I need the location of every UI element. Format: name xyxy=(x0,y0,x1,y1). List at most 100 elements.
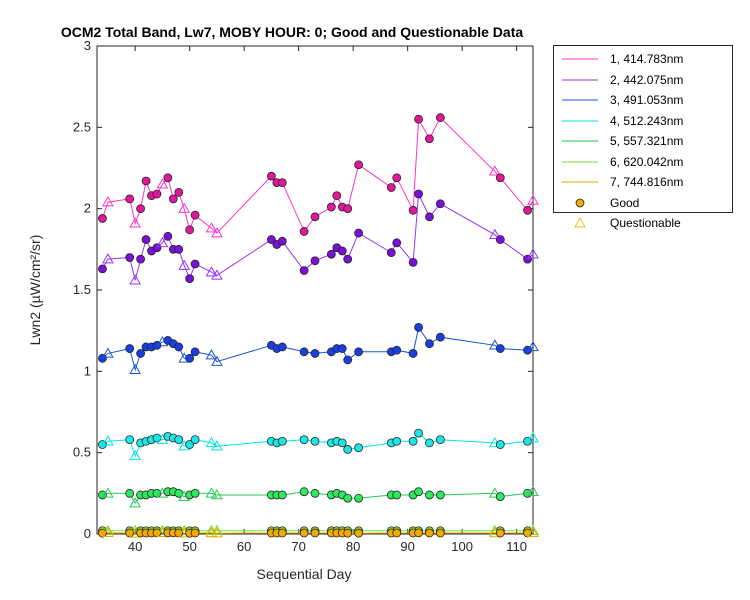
data-point-good xyxy=(337,344,347,353)
data-point-good xyxy=(414,428,423,438)
legend-entry: 4, 512.243nm xyxy=(554,112,732,130)
legend-swatch xyxy=(562,140,598,142)
data-point-good xyxy=(152,243,162,253)
data-point-good xyxy=(354,443,364,453)
data-point-good xyxy=(523,528,532,538)
y-tick-label: 1 xyxy=(84,363,91,378)
y-tick-label: 2.5 xyxy=(73,119,91,134)
data-point-good xyxy=(435,199,445,209)
data-point-questionable xyxy=(527,432,539,443)
legend-label: Good xyxy=(610,195,640,210)
y-tick-label: 2 xyxy=(84,201,91,216)
legend-label: 4, 512.243nm xyxy=(610,113,684,128)
series-7 xyxy=(98,526,539,538)
data-point-good xyxy=(523,205,532,215)
legend-swatch xyxy=(562,58,598,60)
data-point-questionable xyxy=(527,340,539,352)
data-point-questionable xyxy=(102,487,114,498)
data-point-questionable xyxy=(488,165,501,176)
series-2 xyxy=(98,189,539,285)
data-point-good xyxy=(277,490,287,500)
x-tick-label: 110 xyxy=(506,539,527,554)
legend-entry: 1, 414.783nm xyxy=(554,50,732,68)
x-tick-label: 80 xyxy=(346,539,360,554)
legend-entry: 2, 442.075nm xyxy=(554,71,732,89)
data-point-good xyxy=(326,249,336,259)
data-point-good xyxy=(414,487,423,497)
data-point-questionable xyxy=(102,435,114,446)
data-point-questionable xyxy=(527,194,539,205)
x-tick-label: 100 xyxy=(451,539,473,554)
series-3 xyxy=(98,323,539,374)
data-point-good xyxy=(392,345,402,355)
y-tick-label: 0 xyxy=(84,526,91,541)
data-point-good xyxy=(136,254,146,264)
data-point-good xyxy=(98,264,107,274)
data-point-questionable xyxy=(205,436,218,448)
data-point-questionable xyxy=(102,347,114,358)
series-1 xyxy=(98,113,539,238)
data-point-good xyxy=(414,114,423,124)
data-point-questionable xyxy=(156,178,169,189)
data-point-good xyxy=(125,344,135,353)
data-point-questionable xyxy=(102,526,114,537)
data-point-good xyxy=(435,332,445,342)
data-point-good xyxy=(125,253,135,262)
data-point-questionable xyxy=(205,349,218,360)
data-point-good xyxy=(523,254,532,264)
data-point-good xyxy=(408,349,418,358)
legend-label: 6, 620.042nm xyxy=(610,154,684,169)
y-tick-label: 0.5 xyxy=(73,445,91,460)
data-point-good xyxy=(332,191,342,201)
data-point-good xyxy=(299,266,309,275)
data-point-good xyxy=(343,445,353,454)
data-point-questionable xyxy=(205,266,218,277)
data-point-good xyxy=(190,210,200,220)
data-point-good xyxy=(277,236,287,246)
data-point-good xyxy=(414,189,423,199)
data-point-good xyxy=(163,173,173,183)
data-point-good xyxy=(310,256,320,266)
data-point-questionable xyxy=(102,253,114,264)
series-4 xyxy=(98,428,539,461)
data-point-good xyxy=(425,438,434,448)
data-point-good xyxy=(386,183,396,192)
data-point-good xyxy=(326,202,336,212)
x-tick-label: 90 xyxy=(400,539,414,554)
chart-title: OCM2 Total Band, Lw7, MOBY HOUR: 0; Good… xyxy=(61,24,524,40)
data-point-good xyxy=(168,194,178,204)
data-point-good xyxy=(310,528,320,538)
data-point-good xyxy=(141,176,151,186)
data-point-good xyxy=(152,433,162,443)
x-tick-label: 40 xyxy=(128,539,142,554)
data-point-good xyxy=(435,113,445,122)
legend-label: 3, 491.053nm xyxy=(610,93,684,107)
data-point-good xyxy=(190,488,200,498)
data-point-good xyxy=(299,528,309,538)
legend-entry: Questionable xyxy=(554,214,732,232)
data-point-good xyxy=(277,528,287,538)
legend-entry: Good xyxy=(554,194,732,212)
legend-entry: 6, 620.042nm xyxy=(554,153,732,171)
data-point-good xyxy=(185,225,195,235)
data-point-questionable xyxy=(129,497,142,508)
legend-label: 5, 557.321nm xyxy=(610,134,684,148)
data-point-questionable xyxy=(205,222,218,233)
legend-swatch xyxy=(562,161,598,162)
data-point-good xyxy=(98,214,107,223)
data-point-good xyxy=(354,493,364,503)
data-point-good xyxy=(190,347,200,357)
data-point-questionable xyxy=(211,227,223,238)
data-point-good xyxy=(136,349,146,358)
data-point-good xyxy=(163,231,173,241)
data-point-good xyxy=(425,134,434,144)
data-point-good xyxy=(354,347,364,357)
data-point-questionable xyxy=(129,363,142,374)
data-point-good xyxy=(337,246,347,256)
data-point-good xyxy=(310,212,320,222)
data-point-good xyxy=(185,440,195,449)
data-point-good xyxy=(125,488,135,498)
data-point-good xyxy=(299,227,309,236)
data-point-good xyxy=(495,344,505,353)
data-point-questionable xyxy=(205,487,218,498)
